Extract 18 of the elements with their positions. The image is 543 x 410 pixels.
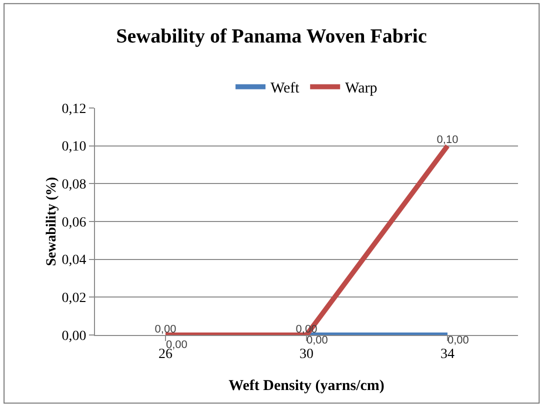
y-tick-label: 0,12 — [62, 102, 86, 117]
data-label: 0,00 — [306, 334, 328, 346]
data-label: 0,00 — [448, 334, 469, 346]
x-tick-label: 30 — [300, 346, 314, 362]
y-tick-label: 0,02 — [62, 291, 86, 306]
chart-title: Sewability of Panama Woven Fabric — [116, 26, 427, 48]
y-tick-label: 0,04 — [62, 253, 86, 268]
data-label: 0,10 — [436, 134, 458, 146]
y-axis-title: Sewability (%) — [44, 176, 60, 266]
x-tick-label: 34 — [440, 346, 454, 362]
y-tick-label: 0,00 — [62, 328, 86, 344]
y-tick-label: 0,08 — [62, 178, 86, 193]
y-tick-label: 0,06 — [62, 215, 86, 230]
data-label: 0,00 — [154, 323, 176, 336]
legend-label: Weft — [270, 80, 300, 97]
x-axis-title: Weft Density (yarns/cm) — [228, 378, 384, 394]
legend-label: Warp — [345, 80, 378, 97]
y-tick-label: 0,10 — [62, 140, 86, 155]
